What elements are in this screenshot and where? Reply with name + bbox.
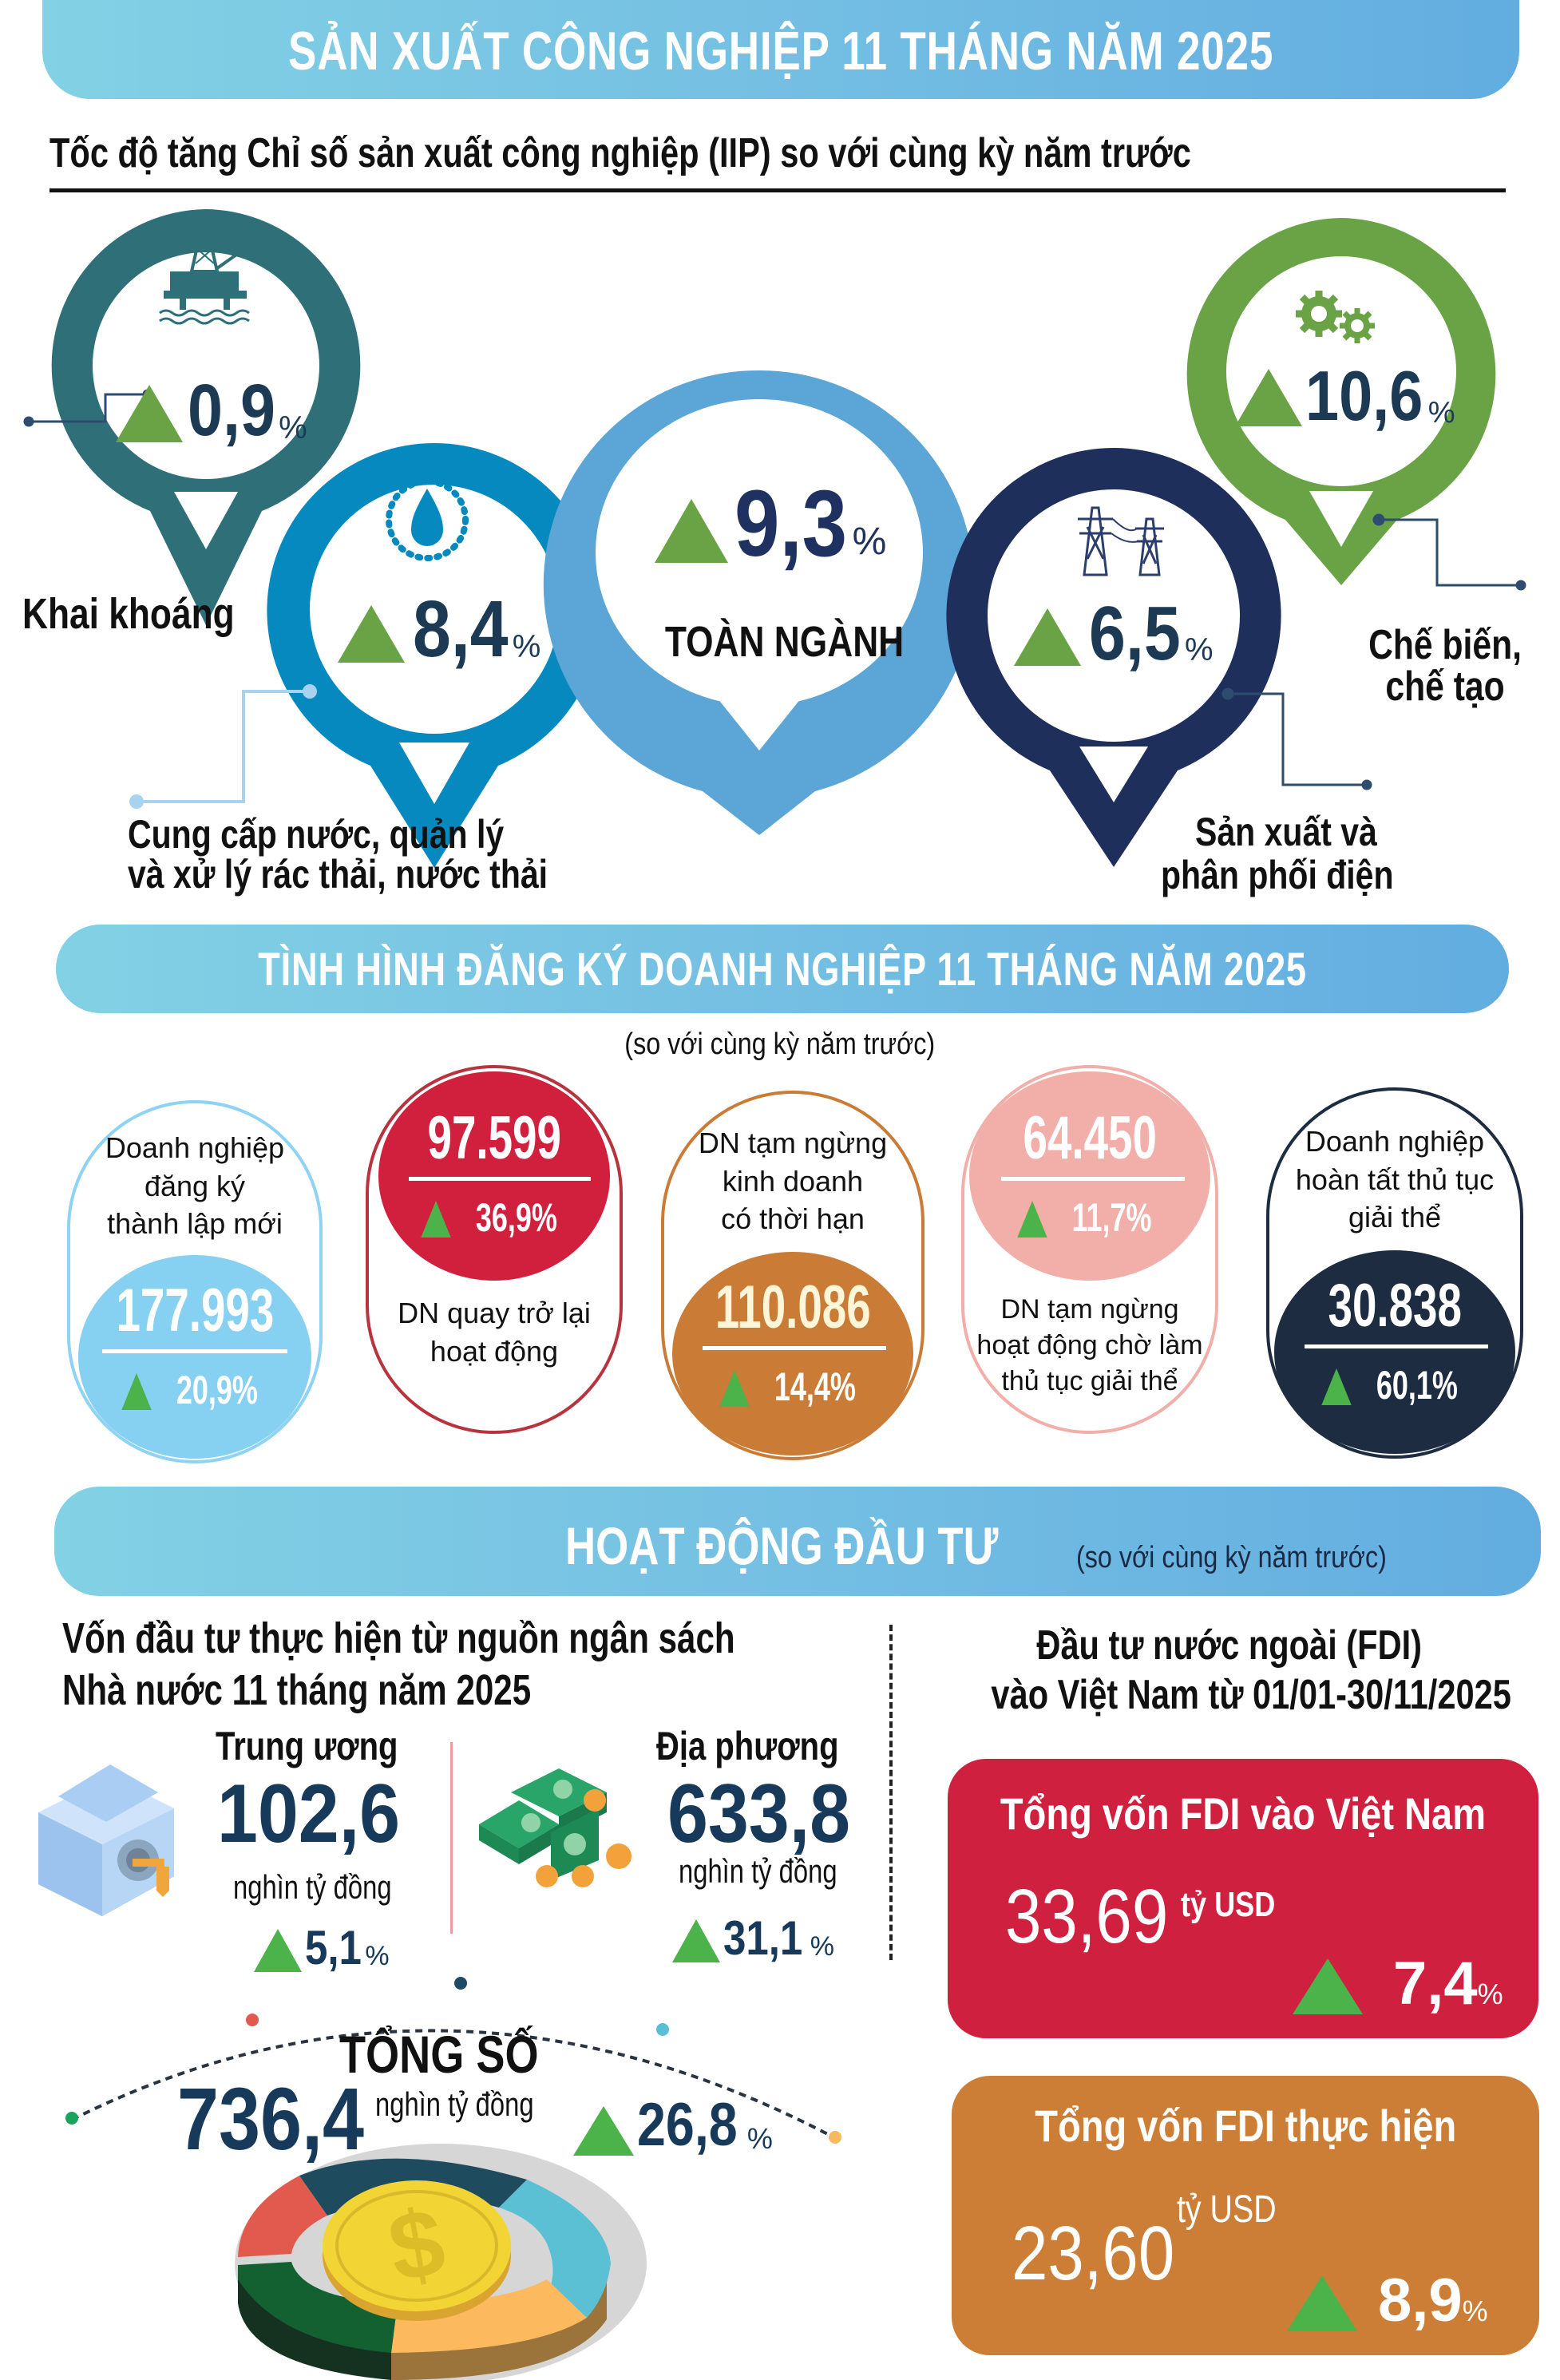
- fdi-registered-value: 33,69: [1005, 1874, 1169, 1959]
- local-unit: nghìn tỷ đồng: [679, 1852, 837, 1890]
- pin-power-label: Sản xuất và phân phối điện: [1160, 810, 1394, 897]
- card-dissolved-businesses: Doanh nghiệp hoàn tất thủ tục giải thể 3…: [1266, 1087, 1523, 1459]
- up-arrow-icon: [672, 1919, 720, 1962]
- up-arrow-icon: [1287, 2275, 1357, 2331]
- central-label: Trung ương: [216, 1724, 398, 1768]
- fdi-disbursed-unit: tỷ USD: [1177, 2188, 1277, 2231]
- coin-donut-chart-icon: $: [235, 2144, 647, 2380]
- local-label: Địa phương: [656, 1724, 839, 1768]
- up-arrow-icon: [116, 385, 184, 442]
- connector-manufacturing: [1372, 513, 1526, 591]
- fdi-registered-label: Tổng vốn FDI vào Việt Nam: [1000, 1788, 1487, 1839]
- column-divider: [889, 1625, 893, 1960]
- up-arrow-icon: [719, 1370, 750, 1407]
- pin-total: [543, 370, 975, 835]
- total-value: 736,4: [177, 2070, 364, 2168]
- investment-banner-note: (so với cùng kỳ năm trước): [1076, 1541, 1387, 1574]
- pin-total-value: 9,3 %: [643, 475, 898, 571]
- local-change: 31,1 %: [672, 1907, 834, 1962]
- iip-subtitle: Tốc độ tăng Chỉ số sản xuất công nghiệp …: [49, 130, 1191, 176]
- fdi-disbursed-change: 8,9 %: [1287, 2267, 1488, 2331]
- up-arrow-icon: [1017, 1201, 1048, 1238]
- card-pending-circle: [969, 1071, 1210, 1281]
- pin-mining-value: 0,9 %: [112, 374, 311, 447]
- budget-heading: Vốn đầu tư thực hiện từ nguồn ngân sách …: [62, 1614, 735, 1714]
- up-arrow-icon: [573, 2106, 634, 2156]
- fdi-disbursed-value: 23,60: [1012, 2211, 1175, 2296]
- fdi-registered-change: 7,4 %: [1293, 1950, 1503, 2014]
- pin-mining-label: Khai khoáng: [22, 590, 235, 638]
- up-arrow-icon: [121, 1373, 152, 1410]
- connector-water: [129, 684, 317, 809]
- fdi-disbursed-card: Tổng vốn FDI thực hiện 23,60 tỷ USD 8,9 …: [952, 2076, 1539, 2355]
- fdi-heading: Đầu tư nước ngoài (FDI) vào Việt Nam từ …: [991, 1622, 1511, 1719]
- central-value: 102,6: [217, 1768, 401, 1860]
- bank-vault-icon: [38, 1764, 174, 1916]
- pin-manufacturing-value: 10,6 %: [1229, 359, 1461, 431]
- up-arrow-icon: [654, 499, 728, 563]
- industry-banner: SẢN XUẤT CÔNG NGHIỆP 11 THÁNG NĂM 2025: [42, 0, 1519, 99]
- central-unit: nghìn tỷ đồng: [233, 1868, 392, 1906]
- card-new-businesses: Doanh nghiệp đăng ký thành lập mới 177.9…: [67, 1100, 323, 1463]
- card-new-circle: [78, 1255, 311, 1459]
- card-suspended-businesses: DN tạm ngừng kinh doanh có thời hạn 110.…: [661, 1091, 925, 1460]
- card-returned-circle: [378, 1071, 610, 1281]
- connector-power: [1221, 687, 1372, 790]
- water-drop-icon: [386, 478, 469, 561]
- up-arrow-icon: [421, 1201, 451, 1238]
- local-value: 633,8: [667, 1768, 851, 1860]
- business-banner-title: TÌNH HÌNH ĐĂNG KÝ DOANH NGHIỆP 11 THÁNG …: [258, 944, 1307, 996]
- business-note: (so với cùng kỳ năm trước): [624, 1028, 936, 1061]
- card-returned-businesses: 97.599 36,9% DN quay trở lại hoạt động: [366, 1065, 623, 1434]
- total-label: TỔNG SỐ: [339, 2025, 539, 2084]
- up-arrow-icon: [1014, 608, 1082, 666]
- up-arrow-icon: [1321, 1368, 1352, 1405]
- pin-power: [946, 448, 1281, 867]
- card-suspended-circle: [672, 1252, 913, 1455]
- fdi-disbursed-label: Tổng vốn FDI thực hiện: [1035, 2101, 1456, 2151]
- budget-divider: [450, 1742, 453, 1934]
- pins-graphic: [23, 209, 1526, 868]
- gears-icon: [1296, 291, 1375, 343]
- card-dissolved-circle: [1274, 1250, 1515, 1454]
- total-unit: nghìn tỷ đồng: [375, 2085, 534, 2123]
- industry-banner-title: SẢN XUẤT CÔNG NGHIỆP 11 THÁNG NĂM 2025: [287, 21, 1274, 81]
- power-tower-icon: [1078, 506, 1164, 576]
- up-arrow-icon: [1235, 369, 1303, 426]
- total-change: 26,8 %: [573, 2092, 773, 2156]
- business-banner: TÌNH HÌNH ĐĂNG KÝ DOANH NGHIỆP 11 THÁNG …: [56, 925, 1509, 1013]
- oil-rig-icon: [159, 234, 267, 325]
- pin-water-label: Cung cấp nước, quản lý và xử lý rác thải…: [128, 812, 548, 897]
- pin-manufacturing: [1186, 218, 1496, 585]
- up-arrow-icon: [254, 1929, 302, 1972]
- pin-power-value: 6,5 %: [1006, 592, 1221, 672]
- central-change: 5,1 %: [254, 1916, 390, 1972]
- up-arrow-icon: [1293, 1958, 1363, 2014]
- subtitle-underline: [49, 188, 1506, 192]
- pin-manufacturing-label: Chế biến, chế tạo: [1368, 622, 1522, 710]
- investment-banner: HOẠT ĐỘNG ĐẦU TƯ (so với cùng kỳ năm trư…: [54, 1487, 1541, 1596]
- pin-water: [267, 443, 602, 868]
- investment-banner-title: HOẠT ĐỘNG ĐẦU TƯ: [565, 1516, 999, 1575]
- pin-water-value: 8,4 %: [323, 589, 555, 669]
- total-arc: [65, 1977, 841, 2144]
- fdi-registered-unit: tỷ USD: [1181, 1885, 1276, 1924]
- up-arrow-icon: [337, 605, 405, 663]
- money-stack-icon: [479, 1768, 632, 1887]
- card-pending-dissolution: 64.450 11,7% DN tạm ngừng hoạt động chờ …: [961, 1065, 1218, 1434]
- pin-total-label: TOÀN NGÀNH: [664, 618, 905, 666]
- fdi-registered-card: Tổng vốn FDI vào Việt Nam 33,69 tỷ USD 7…: [948, 1759, 1538, 2038]
